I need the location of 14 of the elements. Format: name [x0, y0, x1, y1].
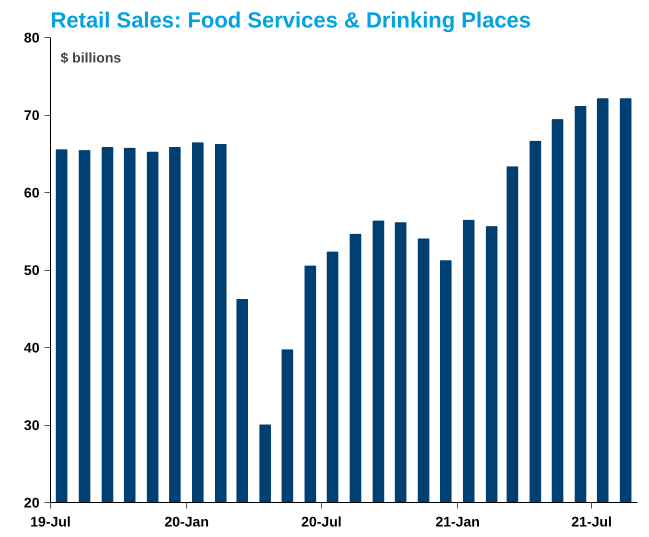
- x-tick-label: 20-Jan: [164, 514, 209, 530]
- y-tick-label: 70: [24, 107, 40, 123]
- y-tick-label: 50: [24, 262, 40, 278]
- x-tick-label: 21-Jul: [571, 514, 612, 530]
- chart-title: Retail Sales: Food Services & Drinking Places: [50, 8, 532, 32]
- x-tick-label: 20-Jul: [301, 514, 342, 530]
- x-tick-label: 19-Jul: [30, 514, 71, 530]
- y-tick-label: 20: [24, 494, 40, 510]
- y-tick-label: 30: [24, 417, 40, 433]
- y-tick-label: 60: [24, 184, 40, 200]
- x-tick-label: 21-Jan: [435, 514, 480, 530]
- y-tick-label: 40: [24, 340, 40, 356]
- y-tick-label: 80: [24, 30, 40, 46]
- y-axis-title: $ billions: [60, 50, 122, 66]
